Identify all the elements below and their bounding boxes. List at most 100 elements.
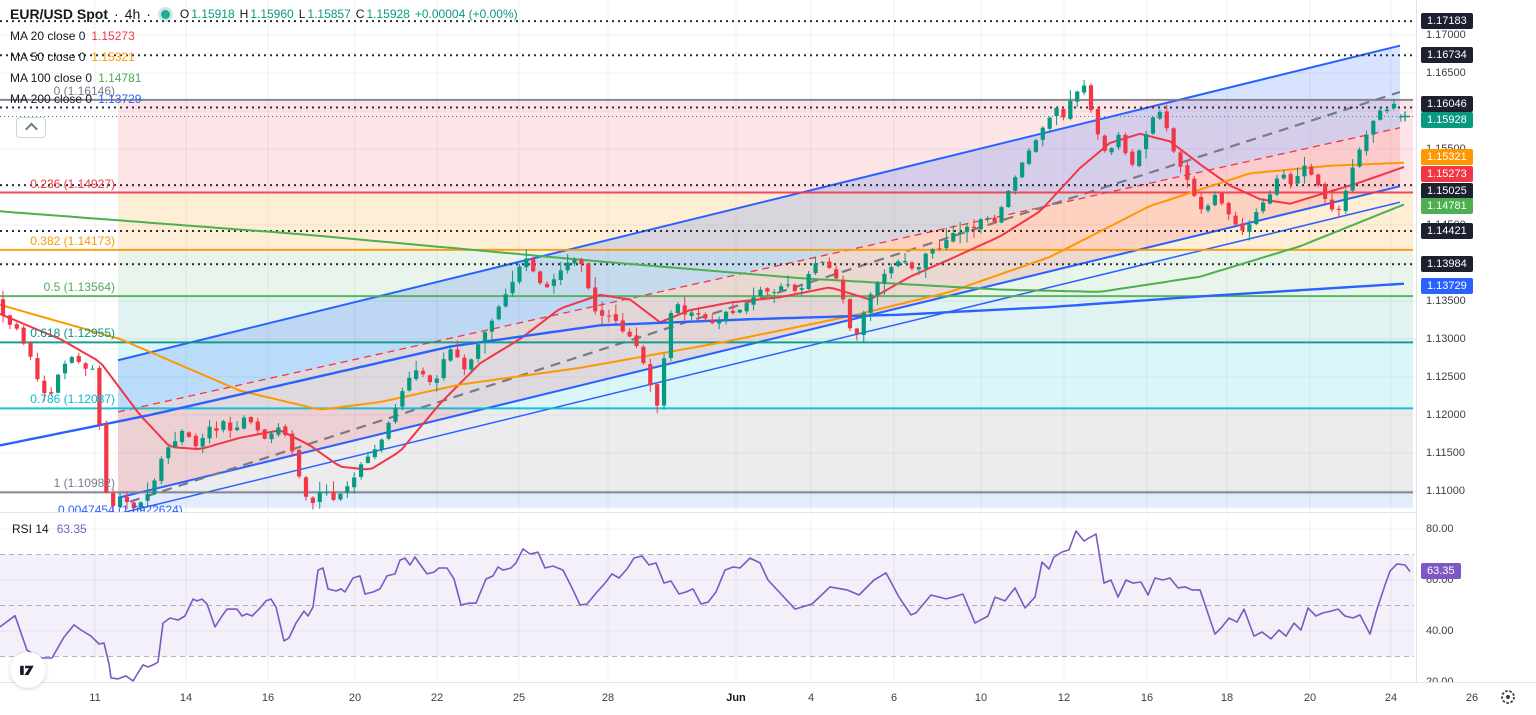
candle-body [276, 427, 281, 435]
time-axis[interactable]: 11 14 16 20 22 25 28 Jun 4 6 10 12 16 18 20 24 26 [0, 682, 1536, 715]
candle-body [1199, 196, 1204, 210]
price-badge: 1.16734 [1421, 47, 1473, 64]
ma50-label: MA 50 close 0 [10, 50, 86, 64]
candle-body [393, 407, 398, 422]
candle-body [117, 498, 123, 508]
candle-body [586, 263, 591, 289]
candle-body [593, 287, 598, 312]
candle-body [579, 259, 584, 265]
candle-body [352, 477, 357, 488]
legend-item-ma20[interactable]: MA 20 close 0 1.15273 [10, 29, 518, 43]
candle-body [1185, 165, 1190, 180]
candle-body [1391, 103, 1397, 109]
channel-fill [118, 45, 1400, 412]
candle-body [448, 349, 453, 361]
ma20-value: 1.15273 [91, 29, 135, 43]
price-badge: 1.13729 [1421, 277, 1473, 294]
candle-body [76, 355, 81, 362]
time-axis-label: Jun [726, 692, 746, 704]
timezone-settings-button[interactable] [1498, 687, 1518, 707]
candle-body [655, 384, 660, 406]
time-axis-label: 11 [89, 692, 101, 704]
candle-body [83, 363, 88, 369]
candle-body [1323, 183, 1328, 199]
candle-body [372, 449, 377, 458]
candle-body [1033, 140, 1038, 152]
price-scale[interactable]: 1.170001.165001.155001.145001.135001.130… [1416, 0, 1536, 688]
candle-body [269, 433, 274, 440]
candle-body [620, 320, 625, 332]
candle-body [668, 312, 674, 358]
candle-body [503, 294, 508, 307]
price-badge: 1.15273 [1421, 166, 1473, 183]
candle-body [868, 294, 873, 313]
candle-body [1192, 178, 1197, 196]
candle-body [517, 266, 522, 282]
low-value: 1.15857 [307, 7, 351, 21]
candle-body [1212, 194, 1218, 206]
candle-body [324, 492, 329, 494]
candle-body [1047, 117, 1052, 129]
candle-body [0, 299, 6, 316]
tradingview-logo[interactable] [10, 652, 46, 688]
time-axis-label: 6 [890, 692, 898, 704]
candle-body [469, 359, 474, 370]
candle-body [489, 320, 495, 332]
time-axis-label: 20 [348, 692, 362, 704]
candle-body [1102, 135, 1107, 151]
rsi-line[interactable] [0, 530, 1411, 682]
ma-line-ma200[interactable] [0, 282, 1405, 447]
legend-item-ma100[interactable]: MA 100 close 0 1.14781 [10, 71, 518, 85]
high-value: 1.15960 [250, 7, 294, 21]
legend-item-ma200[interactable]: MA 200 close 0 1.13729 [10, 92, 518, 106]
symbol-row[interactable]: EUR/USD Spot · 4h · O 1.15918 H 1.15960 … [10, 6, 518, 22]
ma-line-ma50[interactable] [0, 161, 1405, 411]
candle-body [958, 232, 963, 235]
candle-body [1329, 199, 1335, 210]
rsi-legend[interactable]: RSI 14 63.35 [12, 522, 87, 536]
price-badge: 1.15928 [1421, 112, 1473, 129]
candle-body [779, 286, 784, 291]
legend-collapse-button[interactable] [16, 117, 46, 138]
chart-plot-area[interactable] [0, 0, 1416, 682]
candle-body [792, 284, 797, 292]
price-badge: 1.13984 [1421, 256, 1473, 273]
pane-separator[interactable] [0, 512, 1416, 516]
candle-body [992, 217, 997, 222]
candle-body [964, 226, 970, 233]
ma-line-ma100[interactable] [0, 203, 1405, 293]
candle-body [173, 441, 178, 447]
market-status-icon[interactable] [160, 9, 170, 19]
candle-body [565, 262, 570, 271]
candle-body [758, 289, 763, 297]
open-label: O [179, 7, 190, 21]
candle-body [1164, 111, 1169, 129]
candle-body [1054, 107, 1059, 117]
tradingview-logo-icon [20, 665, 34, 675]
candle-body [661, 358, 667, 406]
candle-body [414, 370, 419, 380]
legend-item-ma50[interactable]: MA 50 close 0 1.15321 [10, 50, 518, 64]
candle-body [255, 421, 260, 431]
candle-body [834, 269, 839, 279]
time-axis-label: 24 [1384, 692, 1398, 704]
interval-label[interactable]: 4h [124, 6, 141, 22]
ma-line-ma20[interactable] [0, 132, 1405, 471]
candle-body [317, 491, 322, 503]
ma200-value: 1.13729 [98, 92, 142, 106]
candle-body [634, 335, 639, 347]
channel-line[interactable] [117, 44, 1401, 362]
candle-body [1364, 134, 1369, 152]
candle-body [765, 288, 770, 292]
candle-body [1082, 85, 1087, 93]
price-badge: 1.14781 [1421, 197, 1473, 214]
symbol-title[interactable]: EUR/USD Spot [10, 6, 108, 22]
candle-body [1226, 203, 1231, 215]
candle-body [1116, 134, 1121, 148]
candle-body [379, 439, 384, 450]
candle-body [1261, 202, 1266, 212]
time-axis-label: 16 [261, 692, 275, 704]
candlestick-series[interactable] [0, 79, 1403, 513]
candle-body [434, 378, 439, 383]
